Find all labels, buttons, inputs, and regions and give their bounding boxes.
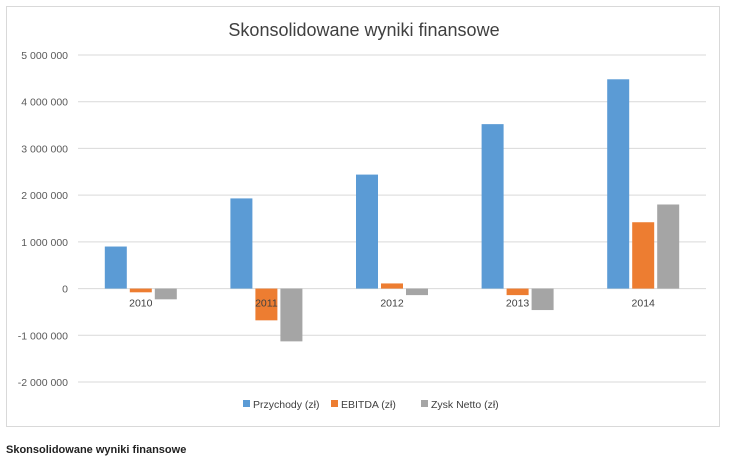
y-axis-tick-labels: 5 000 000 4 000 000 3 000 000 2 000 000 1 00… bbox=[18, 50, 68, 389]
bar bbox=[356, 174, 378, 289]
x-tick-label: 2012 bbox=[380, 298, 404, 310]
legend-label: Zysk Netto (zł) bbox=[431, 399, 499, 411]
legend: Przychody (zł) EBITDA (zł) Zysk Netto (zł) bbox=[243, 399, 499, 411]
bar bbox=[230, 198, 253, 289]
figure-caption: Skonsolidowane wyniki finansowe bbox=[6, 444, 187, 456]
legend-label: Przychody (zł) bbox=[253, 399, 320, 411]
bar bbox=[481, 124, 504, 289]
y-tick-label: 1 000 000 bbox=[21, 237, 68, 249]
x-tick-label: 2013 bbox=[506, 298, 530, 310]
bar bbox=[506, 288, 529, 296]
bar bbox=[255, 288, 278, 321]
bar bbox=[154, 288, 177, 300]
bars bbox=[104, 79, 680, 342]
y-tick-label: 5 000 000 bbox=[21, 50, 68, 62]
x-axis-tick-labels: 2010 2011 2012 2013 2014 bbox=[129, 298, 655, 310]
y-tick-label: 2 000 000 bbox=[21, 190, 68, 202]
bar bbox=[129, 288, 152, 293]
bar bbox=[406, 288, 428, 296]
y-tick-label: -2 000 000 bbox=[18, 377, 68, 389]
bar bbox=[632, 222, 655, 289]
legend-swatch bbox=[421, 400, 428, 407]
bar bbox=[280, 288, 303, 342]
x-tick-label: 2010 bbox=[129, 298, 153, 310]
bar bbox=[607, 79, 630, 289]
x-tick-label: 2011 bbox=[255, 298, 278, 310]
legend-swatch bbox=[331, 400, 338, 407]
bar bbox=[657, 204, 680, 289]
bar-chart: Skonsolidowane wyniki finansowe 5 000 00… bbox=[18, 20, 706, 411]
bar bbox=[531, 288, 554, 311]
y-tick-label: 3 000 000 bbox=[21, 143, 68, 155]
y-tick-label: -1 000 000 bbox=[18, 330, 68, 342]
y-tick-label: 0 bbox=[62, 284, 68, 296]
x-tick-label: 2014 bbox=[632, 298, 656, 310]
y-tick-label: 4 000 000 bbox=[21, 97, 68, 109]
chart-title: Skonsolidowane wyniki finansowe bbox=[228, 20, 499, 40]
bar bbox=[104, 246, 127, 289]
legend-swatch bbox=[243, 400, 250, 407]
bar bbox=[381, 283, 403, 289]
legend-label: EBITDA (zł) bbox=[341, 399, 396, 411]
